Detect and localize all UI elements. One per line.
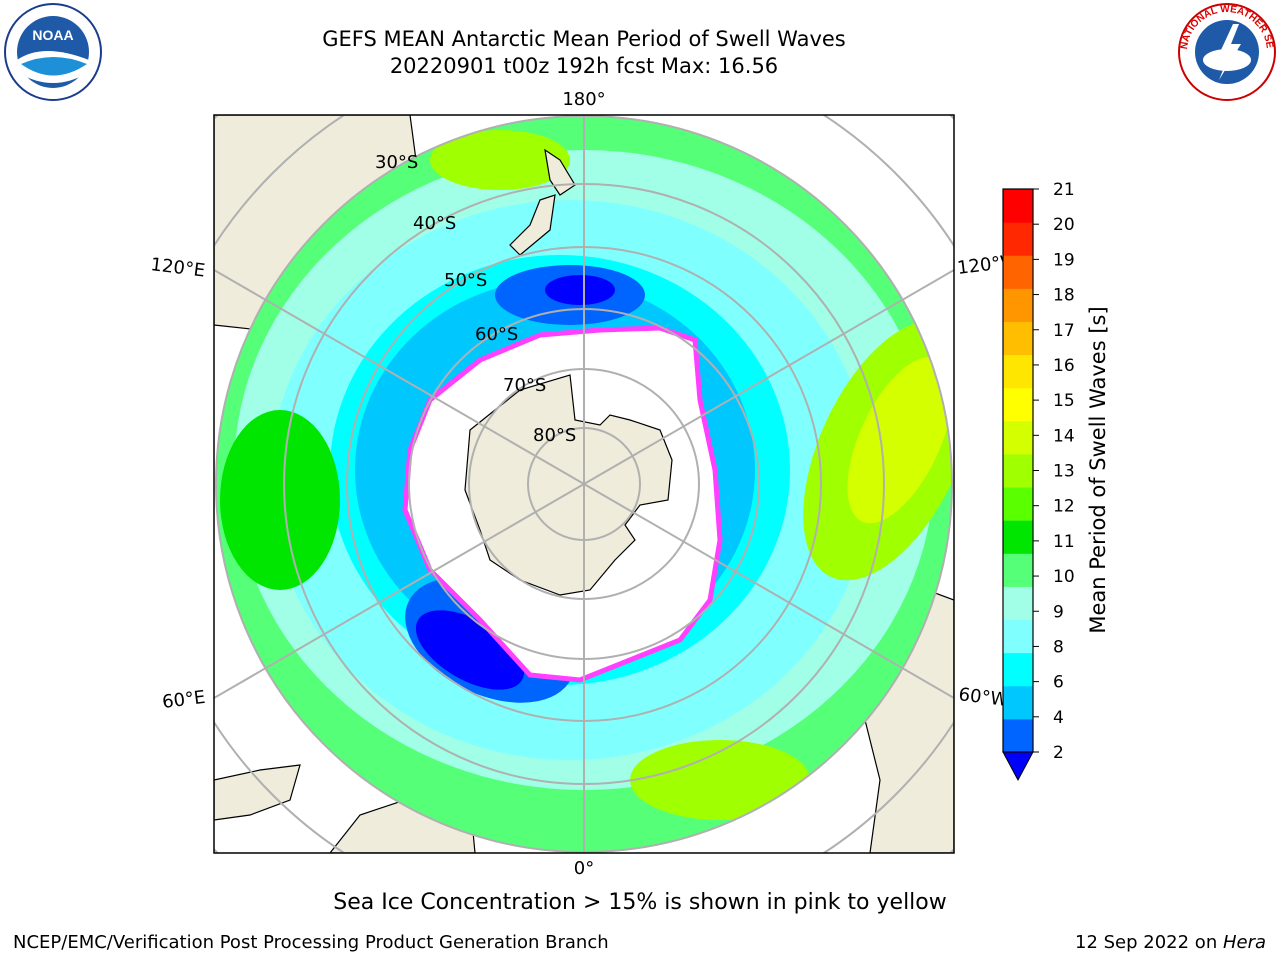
map-area: 30°S 40°S 50°S 60°S 70°S 80°S (214, 115, 954, 853)
colorbar-band (1003, 222, 1033, 256)
footer-date-text: 12 Sep 2022 on (1075, 932, 1223, 953)
footer-host: Hera (1222, 932, 1266, 953)
colorbar-band (1003, 619, 1033, 654)
colorbar-band (1003, 321, 1033, 356)
lon-label-60w: 60°W (957, 684, 1009, 711)
lon-label-60e: 60°E (161, 687, 207, 713)
colorbar-tick-label: 16 (1053, 356, 1075, 376)
colorbar-extend-arrow (1002, 751, 1034, 782)
colorbar-ticks: 2 4 6 8 9 10 11 12 13 14 15 16 17 18 19 20 21 (1033, 180, 1075, 763)
colorbar-band (1003, 420, 1033, 455)
colorbar-band (1003, 586, 1033, 621)
colorbar-band (1003, 255, 1033, 289)
lat-label-80: 80°S (533, 425, 576, 446)
colorbar-band (1003, 354, 1033, 389)
colorbar-tick-label: 6 (1053, 673, 1064, 693)
chart-title: GEFS MEAN Antarctic Mean Period of Swell… (322, 27, 846, 51)
colorbar-tick-label: 12 (1053, 497, 1075, 517)
colorbar-band (1003, 652, 1033, 687)
lat-label-40: 40°S (413, 213, 456, 234)
nws-logo: NATIONAL WEATHER SERVICE (1177, 2, 1276, 101)
noaa-logo-text: NOAA (32, 27, 73, 43)
colorbar-band (1003, 387, 1033, 422)
colorbar (1002, 188, 1034, 782)
colorbar-tick-label: 19 (1053, 250, 1075, 270)
colorbar-band (1003, 685, 1033, 720)
colorbar-band (1003, 288, 1033, 322)
footer-date: 12 Sep 2022 on Hera (1075, 932, 1266, 953)
footer-credit: NCEP/EMC/Verification Post Processing Pr… (13, 932, 609, 953)
lon-label-top: 180° (562, 89, 605, 110)
lat-label-50: 50°S (444, 270, 487, 291)
colorbar-tick-label: 4 (1053, 708, 1064, 728)
colorbar-band (1003, 718, 1033, 753)
lat-label-30: 30°S (375, 152, 418, 173)
chart-subtitle: 20220901 t00z 192h fcst Max: 16.56 (389, 54, 779, 78)
colorbar-tick-label: 20 (1053, 215, 1075, 235)
colorbar-tick-label: 8 (1053, 637, 1064, 657)
colorbar-band (1003, 453, 1033, 488)
colorbar-tick-label: 15 (1053, 391, 1075, 411)
colorbar-band (1003, 189, 1033, 223)
lon-label-120e: 120°E (149, 254, 206, 282)
lon-label-bottom: 0° (574, 858, 594, 879)
colorbar-band (1003, 553, 1033, 587)
colorbar-tick-label: 17 (1053, 321, 1075, 341)
lat-label-60: 60°S (475, 324, 518, 345)
colorbar-tick-label: 2 (1053, 743, 1064, 763)
colorbar-tick-label: 14 (1053, 426, 1075, 446)
noaa-logo: NOAA (4, 3, 102, 101)
colorbar-tick-label: 13 (1053, 462, 1075, 482)
colorbar-tick-label: 21 (1053, 180, 1075, 200)
colorbar-tick-label: 11 (1053, 532, 1075, 552)
colorbar-tick-label: 10 (1053, 567, 1075, 587)
colorbar-tick-label: 9 (1053, 602, 1064, 622)
lat-label-70: 70°S (503, 375, 546, 396)
map-frame (213, 114, 955, 854)
colorbar-tick-label: 18 (1053, 286, 1075, 306)
colorbar-band (1003, 487, 1033, 521)
colorbar-band (1003, 520, 1033, 554)
colorbar-label: Mean Period of Swell Waves [s] (1086, 306, 1110, 634)
graticule (214, 115, 954, 853)
sea-ice-caption: Sea Ice Concentration > 15% is shown in … (333, 890, 947, 915)
